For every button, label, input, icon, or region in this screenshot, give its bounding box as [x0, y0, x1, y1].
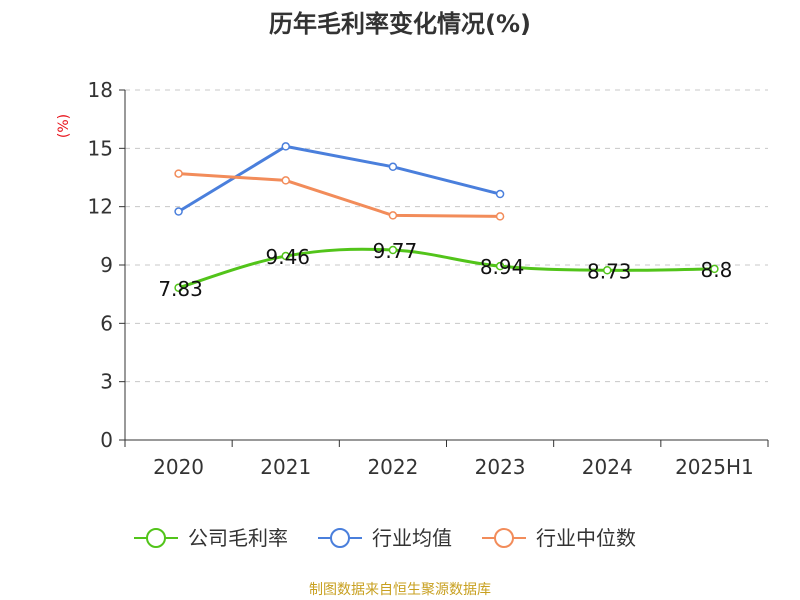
- data-point: [281, 142, 290, 151]
- y-tick-label: 15: [88, 136, 113, 160]
- legend-label: 行业中位数: [536, 526, 636, 550]
- series-line-2: [177, 144, 502, 214]
- chart-title: 历年毛利率变化情况(%): [269, 10, 531, 38]
- data-point: [174, 169, 183, 178]
- data-point: [281, 251, 290, 261]
- data-label: 8.8: [701, 258, 733, 282]
- legend-label: 行业均值: [372, 526, 452, 550]
- x-tick-label: 2025H1: [675, 455, 754, 479]
- plot-area: [174, 142, 719, 292]
- legend-label: 公司毛利率: [188, 526, 288, 550]
- axes: 0 3 6 9 12 15 18 2020 2021 2022 2023 2024 2025H1: [88, 78, 769, 479]
- data-point: [495, 189, 505, 199]
- y-tick-label: 9: [100, 253, 113, 277]
- data-point: [174, 207, 183, 216]
- x-tick-label: 2022: [367, 455, 418, 479]
- legend-marker: [330, 528, 350, 548]
- legend[interactable]: 公司毛利率 行业均值 行业中位数: [134, 526, 636, 550]
- legend-marker: [146, 528, 166, 548]
- y-tick-label: 18: [88, 78, 113, 102]
- x-tick-label: 2024: [582, 455, 633, 479]
- data-point: [174, 283, 183, 292]
- y-tick-label: 6: [100, 311, 113, 335]
- data-label: 8.94: [480, 255, 525, 279]
- grid: [125, 89, 768, 383]
- data-point: [603, 266, 612, 275]
- data-point: [495, 261, 505, 271]
- data-point: [388, 245, 398, 255]
- data-label: 9.77: [373, 239, 418, 263]
- data-point: [710, 264, 719, 274]
- y-tick-label: 3: [100, 370, 113, 394]
- data-point: [388, 162, 398, 172]
- data-point: [281, 176, 290, 185]
- data-point: [495, 212, 505, 221]
- data-label: 9.46: [265, 245, 310, 269]
- source-note: 制图数据来自恒生聚源数据库: [309, 582, 491, 598]
- y-tick-label: 0: [100, 428, 113, 452]
- data-labels: 7.83 9.46 9.77 8.94 8.73 8.8: [158, 239, 732, 301]
- y-tick-label: 12: [88, 195, 113, 219]
- series-line-3: [177, 172, 502, 218]
- x-tick-label: 2021: [260, 455, 311, 479]
- legend-marker: [494, 528, 514, 548]
- x-tick-label: 2020: [153, 455, 204, 479]
- x-tick-label: 2023: [475, 455, 526, 479]
- y-axis-label: (%): [56, 114, 72, 138]
- data-label: 7.83: [158, 277, 203, 301]
- data-label: 8.73: [587, 259, 632, 283]
- series-line-1: [177, 247, 716, 290]
- data-point: [388, 211, 398, 220]
